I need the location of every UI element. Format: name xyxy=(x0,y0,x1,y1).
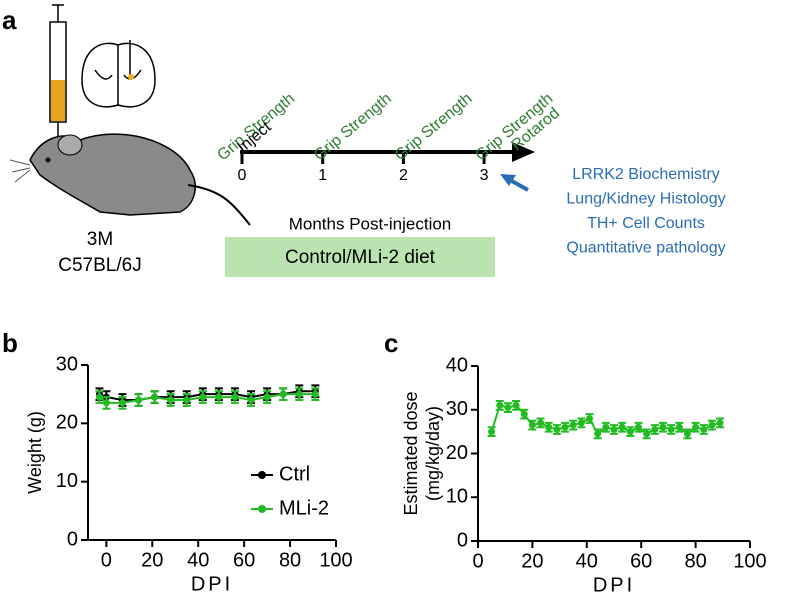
timeline-xlabel: Months Post-injection xyxy=(289,214,452,233)
data-point xyxy=(610,425,618,433)
mouse xyxy=(9,133,251,226)
x-tick-label: 20 xyxy=(521,550,543,572)
data-point xyxy=(504,404,512,412)
data-point xyxy=(716,419,724,427)
data-point xyxy=(700,425,708,433)
panel-label: c xyxy=(384,328,398,358)
data-point xyxy=(279,390,287,398)
x-tick-label: 80 xyxy=(279,549,301,571)
x-tick-label: 0 xyxy=(472,550,483,572)
data-point xyxy=(199,393,207,401)
legend-swatch xyxy=(258,471,266,479)
data-point xyxy=(602,423,610,431)
y-tick-label: 40 xyxy=(446,354,468,376)
outcome: TH+ Cell Counts xyxy=(587,215,705,232)
data-point xyxy=(643,430,651,438)
data-point xyxy=(626,428,634,436)
data-point xyxy=(634,423,642,431)
diet-label: Control/MLi-2 diet xyxy=(285,247,436,268)
x-tick-label: 80 xyxy=(684,550,706,572)
data-point xyxy=(537,419,545,427)
x-tick-label: 100 xyxy=(319,549,352,571)
data-point xyxy=(488,428,496,436)
timeline-tick-label: 0 xyxy=(238,167,247,184)
diet-box xyxy=(225,237,495,277)
mouse-label: 3M xyxy=(87,229,113,250)
timeline-arrowhead xyxy=(512,142,535,162)
data-point xyxy=(553,425,561,433)
y-tick-label: 10 xyxy=(56,470,78,492)
data-point xyxy=(135,396,143,404)
timeline-tick-label: 2 xyxy=(399,167,408,184)
y-axis-label: (mg/kg/day) xyxy=(423,406,443,501)
data-point xyxy=(708,421,716,429)
y-tick-label: 20 xyxy=(56,412,78,434)
data-point xyxy=(520,410,528,418)
panel-label: a xyxy=(2,5,17,35)
data-point xyxy=(151,393,159,401)
y-tick-label: 30 xyxy=(56,353,78,375)
data-point xyxy=(167,396,175,404)
x-tick-label: 20 xyxy=(141,549,163,571)
brain-section xyxy=(81,40,156,108)
x-tick-label: 60 xyxy=(630,550,652,572)
x-axis-label: DPI xyxy=(593,574,635,596)
data-point xyxy=(118,399,126,407)
legend-swatch xyxy=(258,505,266,513)
data-point xyxy=(102,399,110,407)
data-point xyxy=(651,425,659,433)
data-point xyxy=(569,421,577,429)
data-point xyxy=(95,393,103,401)
outcome: Quantitative pathology xyxy=(566,240,725,257)
x-axis-label: DPI xyxy=(191,573,233,595)
y-tick-label: 0 xyxy=(457,529,468,551)
data-point xyxy=(295,390,303,398)
panel-label: b xyxy=(2,328,18,358)
y-tick-label: 10 xyxy=(446,486,468,508)
data-point xyxy=(683,430,691,438)
x-tick-label: 100 xyxy=(733,550,766,572)
data-point xyxy=(577,419,585,427)
legend-label: Ctrl xyxy=(279,463,310,485)
data-point xyxy=(215,393,223,401)
legend-label: MLi-2 xyxy=(279,497,329,519)
data-point xyxy=(311,390,319,398)
data-point xyxy=(659,423,667,431)
y-tick-label: 30 xyxy=(446,398,468,420)
y-tick-label: 20 xyxy=(446,442,468,464)
y-axis-label: Estimated dose xyxy=(401,391,421,515)
data-point xyxy=(512,401,520,409)
data-point xyxy=(594,430,602,438)
x-tick-label: 40 xyxy=(576,550,598,572)
data-point xyxy=(618,423,626,431)
data-point xyxy=(561,423,569,431)
data-point xyxy=(263,393,271,401)
data-point xyxy=(247,396,255,404)
data-point xyxy=(183,396,191,404)
data-point xyxy=(545,423,553,431)
mouse-label: C57BL/6J xyxy=(58,255,141,276)
data-point xyxy=(675,423,683,431)
x-tick-label: 40 xyxy=(187,549,209,571)
outcome-arrowhead xyxy=(500,174,516,186)
data-point xyxy=(528,421,536,429)
x-tick-label: 0 xyxy=(101,549,112,571)
data-point xyxy=(667,425,675,433)
syringe xyxy=(49,4,67,150)
timeline-tick-label: 3 xyxy=(480,167,489,184)
y-axis-label: Weight (g) xyxy=(25,411,45,494)
y-tick-label: 0 xyxy=(67,528,78,550)
x-tick-label: 60 xyxy=(233,549,255,571)
outcome: Lung/Kidney Histology xyxy=(566,191,725,208)
data-point xyxy=(692,423,700,431)
timeline-tick-label: 1 xyxy=(318,167,327,184)
data-point xyxy=(231,393,239,401)
outcome: LRRK2 Biochemistry xyxy=(572,166,720,183)
data-point xyxy=(586,415,594,422)
outcome-arrow xyxy=(509,178,529,192)
data-point xyxy=(496,401,504,409)
